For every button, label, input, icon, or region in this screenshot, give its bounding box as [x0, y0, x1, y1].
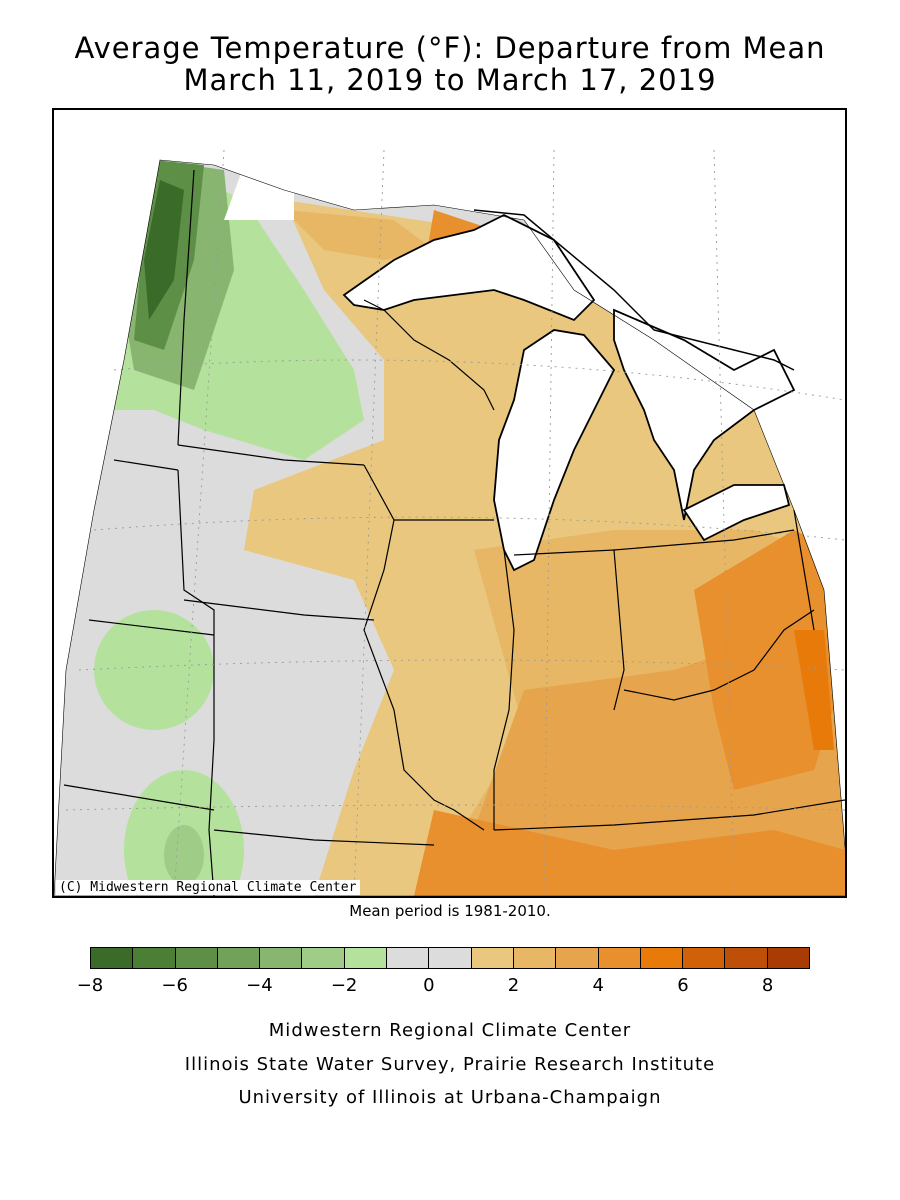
- credit-line-2: Illinois State Water Survey, Prairie Res…: [184, 1054, 716, 1075]
- great-lakes: [224, 110, 845, 572]
- legend-swatch: [556, 948, 599, 968]
- legend-swatch: [175, 948, 218, 968]
- legend-swatch: [344, 948, 388, 968]
- legend-swatch: [429, 948, 472, 968]
- legend-swatch: [133, 948, 176, 968]
- legend-tick-label: 8: [761, 975, 774, 996]
- map-date-range: March 11, 2019 to March 17, 2019: [183, 63, 717, 97]
- credit-line-3: University of Illinois at Urbana-Champai…: [238, 1087, 662, 1108]
- legend-swatch: [302, 948, 345, 968]
- legend-swatch: [387, 948, 430, 968]
- map-title: Average Temperature (°F): Departure from…: [74, 31, 826, 65]
- map-frame: (C) Midwestern Regional Climate Center: [52, 108, 847, 898]
- graticule: [65, 149, 845, 896]
- legend-swatch: [725, 948, 768, 968]
- state-borders: [63, 169, 845, 896]
- credit-line-1: Midwestern Regional Climate Center: [268, 1020, 632, 1041]
- mean-period-note: Mean period is 1981-2010.: [349, 902, 551, 920]
- legend-tick-label: −8: [76, 975, 104, 996]
- legend-tick-label: 6: [677, 975, 689, 996]
- temperature-map: [54, 110, 845, 896]
- color-legend: [90, 947, 810, 969]
- legend-swatch: [471, 948, 514, 968]
- legend-swatch: [513, 948, 557, 968]
- legend-tick-label: 2: [507, 975, 520, 996]
- legend-swatch: [260, 948, 303, 968]
- legend-swatch: [683, 948, 726, 968]
- legend-tick-label: −4: [246, 975, 273, 996]
- legend-swatch: [598, 948, 641, 968]
- region-outline: [54, 159, 845, 896]
- legend-swatch: [91, 948, 134, 968]
- legend-tick-label: −2: [330, 975, 358, 996]
- legend-tick-label: 0: [423, 975, 435, 996]
- legend-swatch: [640, 948, 684, 968]
- copyright-label: (C) Midwestern Regional Climate Center: [56, 880, 361, 895]
- legend-tick-label: −6: [161, 975, 188, 996]
- legend-swatch: [217, 948, 261, 968]
- legend-swatch: [767, 948, 810, 968]
- legend-tick-label: 4: [592, 975, 604, 996]
